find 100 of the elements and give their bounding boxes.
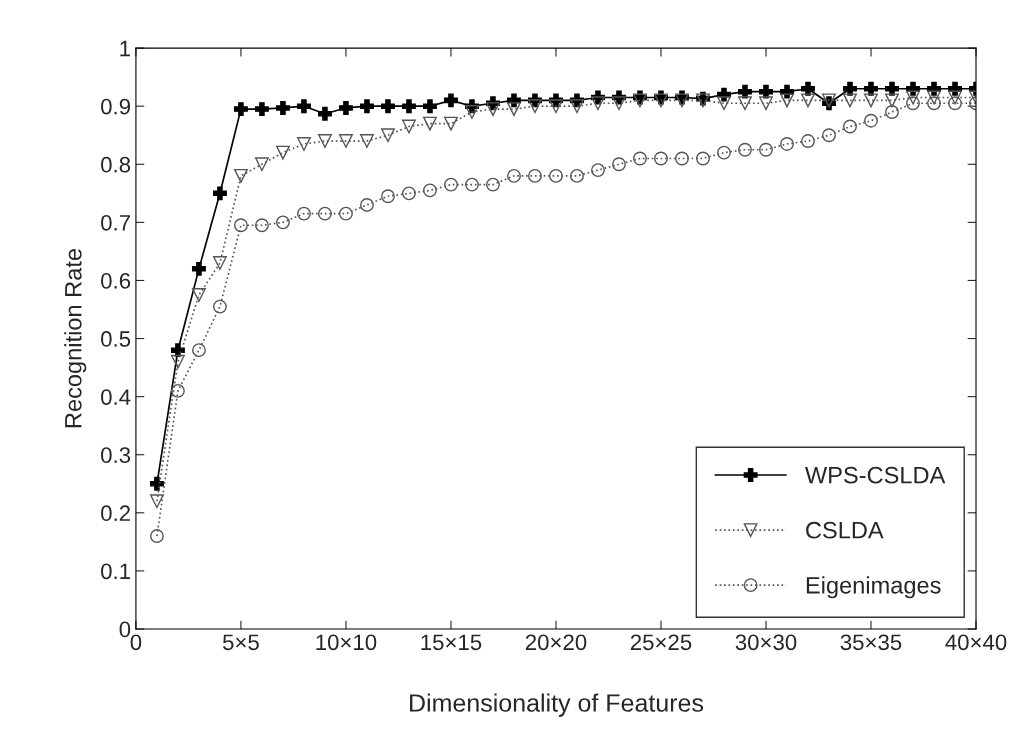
point bbox=[212, 256, 227, 270]
point bbox=[570, 99, 584, 114]
point bbox=[528, 168, 542, 183]
y-tick-label: 0.4 bbox=[101, 389, 131, 405]
x-tick-label: 40×40 bbox=[945, 634, 1007, 651]
point bbox=[275, 145, 290, 160]
point bbox=[885, 105, 899, 119]
point bbox=[612, 96, 626, 111]
x-tick-label: 25×25 bbox=[630, 634, 692, 651]
point bbox=[927, 90, 941, 105]
point bbox=[843, 93, 857, 108]
point bbox=[780, 93, 794, 108]
y-tick-label: 0 bbox=[119, 621, 131, 638]
x-tick-label: 5×5 bbox=[222, 634, 259, 651]
point bbox=[339, 206, 353, 221]
point bbox=[465, 177, 479, 192]
point bbox=[864, 81, 878, 96]
x-tick-label: 30×30 bbox=[735, 634, 797, 651]
point bbox=[170, 343, 185, 358]
point bbox=[191, 343, 206, 358]
legend-label: CSLDA bbox=[806, 521, 884, 539]
point bbox=[402, 119, 416, 134]
point bbox=[843, 81, 857, 96]
x-tick-label: 0 bbox=[130, 634, 142, 651]
x-tick-label: 35×35 bbox=[840, 634, 902, 651]
point bbox=[801, 81, 815, 96]
point bbox=[864, 93, 878, 108]
point bbox=[254, 218, 269, 233]
legend-label: WPS-CSLDA bbox=[805, 466, 946, 484]
point bbox=[339, 100, 353, 115]
point bbox=[254, 157, 269, 172]
point bbox=[486, 102, 500, 117]
point bbox=[423, 183, 437, 198]
point bbox=[275, 100, 290, 115]
point bbox=[149, 494, 164, 509]
point bbox=[528, 99, 542, 114]
point bbox=[759, 96, 773, 111]
point bbox=[822, 128, 836, 143]
point bbox=[170, 354, 185, 369]
x-tick-label: 15×15 bbox=[421, 634, 482, 651]
point bbox=[549, 168, 563, 183]
point bbox=[906, 81, 920, 96]
point bbox=[212, 299, 227, 314]
point bbox=[906, 96, 920, 111]
point bbox=[759, 142, 773, 157]
point bbox=[906, 90, 920, 105]
point bbox=[948, 81, 962, 96]
point bbox=[360, 99, 374, 114]
point bbox=[149, 476, 164, 491]
point bbox=[885, 81, 899, 96]
point bbox=[170, 383, 185, 398]
point bbox=[486, 177, 500, 192]
point bbox=[191, 261, 206, 276]
y-tick-label: 0.5 bbox=[101, 331, 131, 347]
point bbox=[233, 102, 248, 117]
point bbox=[927, 81, 941, 96]
point bbox=[738, 84, 752, 99]
point bbox=[885, 93, 899, 108]
point bbox=[927, 96, 941, 111]
point bbox=[381, 128, 395, 143]
point bbox=[317, 206, 332, 221]
point bbox=[360, 197, 374, 212]
point bbox=[591, 163, 605, 178]
y-tick-label: 0.9 bbox=[101, 98, 131, 115]
point bbox=[948, 90, 962, 105]
point bbox=[444, 177, 458, 192]
legend-label: Eigenimages bbox=[806, 576, 941, 599]
point bbox=[381, 189, 395, 204]
point bbox=[549, 99, 563, 114]
point bbox=[317, 134, 332, 148]
point bbox=[570, 168, 584, 183]
y-tick-label: 1 bbox=[120, 40, 130, 57]
point bbox=[759, 84, 773, 99]
point bbox=[465, 105, 479, 119]
point bbox=[612, 157, 626, 172]
point bbox=[296, 206, 311, 221]
point bbox=[233, 218, 248, 233]
y-tick-label: 0.7 bbox=[101, 214, 130, 231]
point bbox=[423, 116, 437, 131]
x-tick-label: 10×10 bbox=[316, 634, 377, 651]
point bbox=[675, 151, 689, 166]
point bbox=[507, 102, 521, 117]
point bbox=[801, 93, 815, 108]
point bbox=[275, 215, 290, 230]
point bbox=[507, 168, 521, 183]
point bbox=[591, 96, 605, 111]
point bbox=[864, 113, 878, 128]
point bbox=[149, 529, 164, 544]
point bbox=[633, 151, 647, 166]
point bbox=[444, 116, 458, 131]
point bbox=[402, 186, 416, 201]
point bbox=[212, 186, 227, 201]
y-tick-label: 0.8 bbox=[101, 156, 131, 173]
y-tick-label: 0.3 bbox=[101, 447, 131, 463]
point bbox=[317, 106, 332, 121]
point bbox=[296, 137, 311, 151]
point bbox=[191, 288, 206, 302]
point bbox=[339, 134, 353, 148]
x-tick-label: 20×20 bbox=[525, 634, 587, 651]
point bbox=[381, 99, 395, 114]
